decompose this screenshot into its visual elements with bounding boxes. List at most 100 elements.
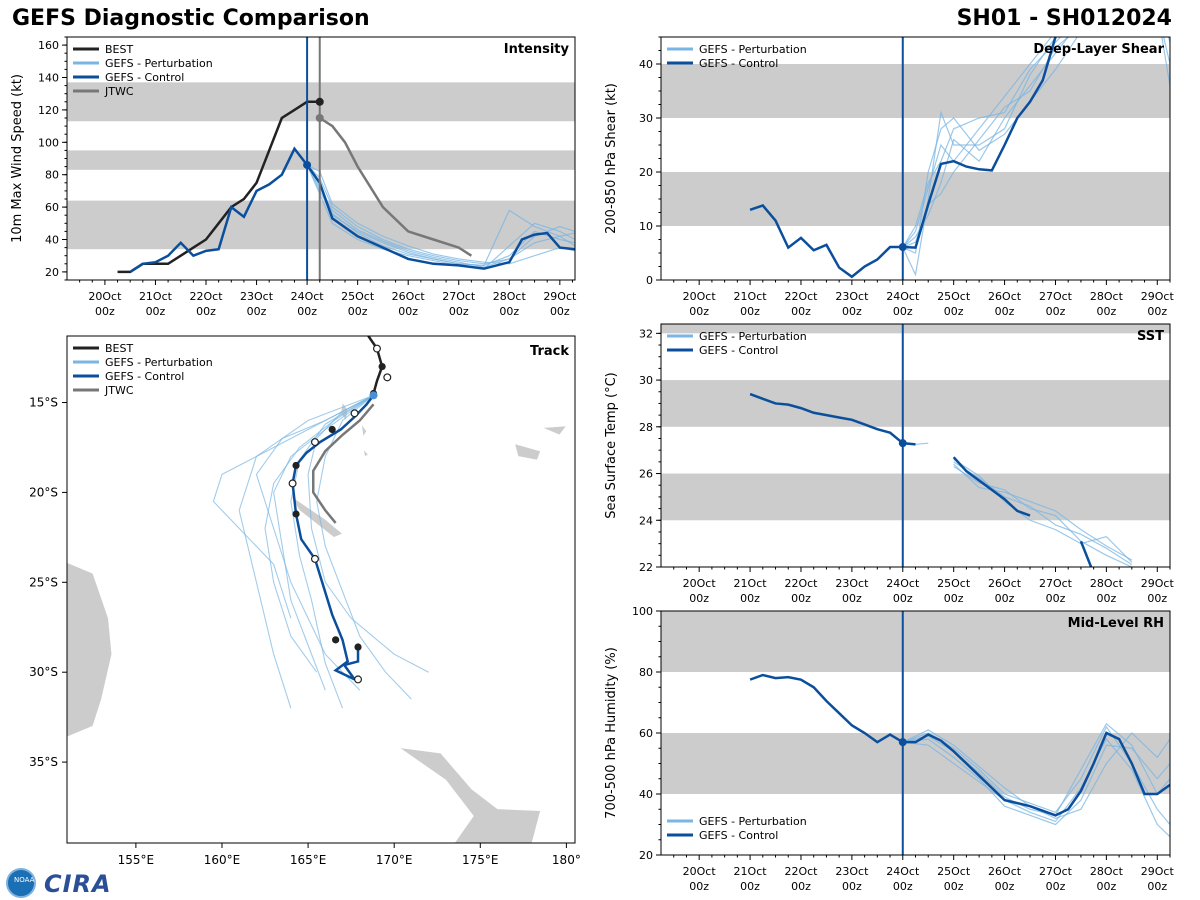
- panel-deep-layer-shear: 0 10 20 30 40 20Oct 00z 21Oct 00z 22Oct 00z 23Oct 00…: [604, 36, 1175, 318]
- lat-tick-label: 30°S: [29, 665, 58, 679]
- panel-sst: 22 24 26 28 30 32 20Oct 00z 21Oct 00z 22Oct 00z 23Oc…: [604, 323, 1175, 605]
- y-tick-label: 20: [45, 266, 59, 279]
- perturbation-line: [902, 37, 1070, 249]
- x-tick-label: 24Oct: [886, 865, 920, 878]
- plot-frame: [660, 323, 1171, 568]
- x-tick-sublabel: 00z: [842, 592, 862, 605]
- x-tick-label: 22Oct: [784, 290, 818, 303]
- perturbation-track: [255, 394, 374, 691]
- y-tick-label: 26: [639, 468, 653, 481]
- lon-tick-label: 180°: [552, 853, 581, 867]
- gefs-control-line: [749, 37, 1058, 279]
- gefs-control-line: [749, 392, 916, 446]
- threshold-band: [661, 611, 1170, 672]
- y-axis-label: 10m Max Wind Speed (kt): [10, 74, 25, 243]
- y-tick-label: 160: [38, 39, 59, 52]
- x-tick-label: 26Oct: [988, 577, 1022, 590]
- legend-label: BEST: [105, 43, 133, 56]
- perturbation-track: [307, 394, 429, 673]
- x-tick-sublabel: 00z: [1096, 592, 1116, 605]
- perturbation-line: [306, 164, 575, 265]
- track-point: [328, 425, 336, 434]
- legend-label: GEFS - Control: [699, 829, 778, 842]
- threshold-band: [661, 172, 1170, 226]
- perturbation-line: [306, 164, 575, 267]
- x-tick-label: 28Oct: [493, 290, 527, 303]
- legend-label: BEST: [105, 342, 133, 355]
- x-tick-label: 25Oct: [937, 865, 971, 878]
- legend-label: GEFS - Perturbation: [699, 43, 807, 56]
- lon-tick-label: 170°E: [376, 853, 413, 867]
- control-marker: [898, 243, 907, 252]
- x-tick-label: 28Oct: [1090, 577, 1124, 590]
- legend-label: GEFS - Perturbation: [699, 330, 807, 343]
- track-point-open: [310, 438, 319, 447]
- y-tick-label: 80: [639, 666, 653, 679]
- y-tick-label: 60: [45, 201, 59, 214]
- threshold-band: [661, 324, 1170, 334]
- noaa-logo-icon: NOAA: [6, 868, 36, 898]
- x-tick-sublabel: 00z: [893, 592, 913, 605]
- perturbation-line: [953, 459, 1133, 563]
- cira-logo-text: CIRA: [44, 870, 112, 898]
- y-tick-label: 100: [632, 605, 653, 618]
- perturbation-line: [953, 463, 1133, 561]
- y-tick-label: 30: [639, 112, 653, 125]
- threshold-band: [67, 150, 575, 170]
- x-tick-sublabel: 00z: [893, 305, 913, 318]
- x-tick-sublabel: 00z: [791, 305, 811, 318]
- x-tick-label: 23Oct: [240, 290, 274, 303]
- perturbation-line: [953, 461, 1133, 566]
- x-tick-label: 24Oct: [886, 290, 920, 303]
- legend-label: GEFS - Control: [699, 344, 778, 357]
- land-mass: [542, 425, 568, 436]
- x-tick-sublabel: 00z: [944, 880, 964, 893]
- perturbation-line: [902, 37, 1170, 249]
- x-tick-label: 25Oct: [937, 577, 971, 590]
- y-tick-label: 32: [639, 327, 653, 340]
- x-tick-label: 29Oct: [1141, 577, 1175, 590]
- y-tick-label: 20: [639, 849, 653, 862]
- track-point: [292, 461, 300, 470]
- gefs-control-line: [749, 673, 1170, 817]
- x-tick-sublabel: 00z: [995, 592, 1015, 605]
- x-tick-label: 29Oct: [543, 290, 577, 303]
- perturbation-track: [290, 394, 374, 709]
- x-tick-sublabel: 00z: [791, 592, 811, 605]
- x-tick-sublabel: 00z: [740, 305, 760, 318]
- x-tick-sublabel: 00z: [1147, 880, 1167, 893]
- panel-title: Mid-Level RH: [1068, 616, 1164, 631]
- track-point: [378, 362, 386, 371]
- x-tick-sublabel: 00z: [740, 592, 760, 605]
- x-tick-label: 28Oct: [1090, 865, 1124, 878]
- x-tick-sublabel: 00z: [689, 880, 709, 893]
- x-tick-sublabel: 00z: [842, 880, 862, 893]
- x-tick-sublabel: 00z: [1096, 880, 1116, 893]
- panel-title: Track: [530, 344, 569, 359]
- perturbation-line: [306, 164, 575, 270]
- x-tick-sublabel: 00z: [1147, 592, 1167, 605]
- lon-tick-label: 160°E: [204, 853, 241, 867]
- x-tick-sublabel: 00z: [944, 305, 964, 318]
- land-mass: [361, 423, 367, 438]
- track-point-open: [354, 675, 363, 684]
- x-tick-sublabel: 00z: [95, 305, 115, 318]
- x-tick-label: 21Oct: [734, 577, 768, 590]
- plot-area: [749, 392, 1133, 567]
- best-marker: [315, 97, 324, 106]
- control-marker: [898, 439, 907, 448]
- land-mass: [514, 443, 541, 461]
- y-tick-label: 24: [639, 514, 653, 527]
- y-tick-label: 40: [45, 234, 59, 247]
- threshold-band: [661, 64, 1170, 118]
- legend-label: GEFS - Perturbation: [105, 57, 213, 70]
- control-marker: [303, 160, 312, 169]
- lon-tick-label: 165°E: [290, 853, 327, 867]
- y-tick-label: 28: [639, 421, 653, 434]
- x-tick-sublabel: 00z: [398, 305, 418, 318]
- x-tick-label: 29Oct: [1141, 290, 1175, 303]
